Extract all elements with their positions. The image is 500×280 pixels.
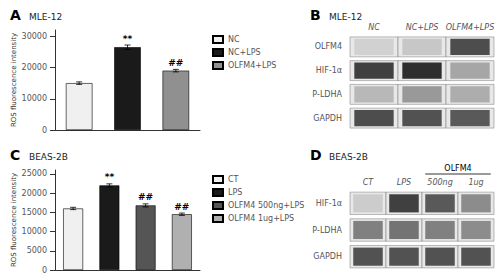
svg-text:NC+LPS: NC+LPS [228, 48, 261, 57]
svg-text:NC: NC [368, 23, 380, 32]
svg-text:B: B [310, 7, 321, 23]
svg-text:CT: CT [363, 178, 375, 187]
svg-text:0: 0 [42, 266, 47, 275]
svg-text:HIF-1α: HIF-1α [316, 199, 342, 208]
svg-text:P-LDHA: P-LDHA [312, 90, 342, 99]
svg-text:LPS: LPS [228, 188, 242, 197]
svg-text:MLE-12: MLE-12 [329, 12, 362, 22]
svg-text:BEAS-2B: BEAS-2B [29, 152, 68, 162]
svg-text:HIF-1α: HIF-1α [316, 66, 342, 75]
svg-text:**: ** [105, 172, 115, 182]
svg-text:CT: CT [228, 175, 239, 184]
svg-text:NC: NC [228, 35, 240, 44]
svg-text:NC+LPS: NC+LPS [406, 23, 439, 32]
svg-text:OLFM4+LPS: OLFM4+LPS [446, 23, 494, 32]
svg-text:OLFM4 1ug+LPS: OLFM4 1ug+LPS [228, 214, 294, 223]
svg-text:GAPDH: GAPDH [313, 252, 342, 261]
svg-text:10000: 10000 [22, 227, 47, 236]
svg-text:C: C [10, 147, 20, 163]
svg-text:500ng: 500ng [427, 178, 452, 187]
svg-text:LPS: LPS [397, 178, 411, 187]
svg-text:A: A [10, 7, 21, 23]
svg-text:15000: 15000 [22, 208, 47, 217]
svg-text:D: D [310, 147, 322, 163]
svg-text:OLFM4: OLFM4 [315, 42, 342, 51]
svg-text:10000: 10000 [22, 94, 47, 103]
svg-text:1ug: 1ug [468, 178, 483, 187]
svg-text:**: ** [123, 34, 133, 44]
svg-text:MLE-12: MLE-12 [29, 12, 62, 22]
svg-text:ROS fluorescence intensity: ROS fluorescence intensity [10, 33, 18, 127]
svg-text:##: ## [138, 192, 153, 202]
svg-text:##: ## [174, 202, 189, 212]
svg-text:P-LDHA: P-LDHA [312, 226, 342, 235]
svg-text:20000: 20000 [22, 189, 47, 198]
svg-text:30000: 30000 [22, 32, 47, 41]
svg-text:##: ## [168, 58, 183, 68]
svg-text:25000: 25000 [22, 169, 47, 178]
svg-text:BEAS-2B: BEAS-2B [329, 152, 368, 162]
svg-text:20000: 20000 [22, 63, 47, 72]
svg-text:GAPDH: GAPDH [313, 114, 342, 123]
svg-text:5000: 5000 [27, 246, 47, 255]
svg-text:ROS fluorescence intensity: ROS fluorescence intensity [10, 173, 18, 267]
svg-text:0: 0 [42, 126, 47, 135]
svg-text:OLFM4: OLFM4 [444, 164, 471, 173]
svg-text:OLFM4+LPS: OLFM4+LPS [228, 61, 276, 70]
svg-text:OLFM4 500ng+LPS: OLFM4 500ng+LPS [228, 201, 304, 210]
